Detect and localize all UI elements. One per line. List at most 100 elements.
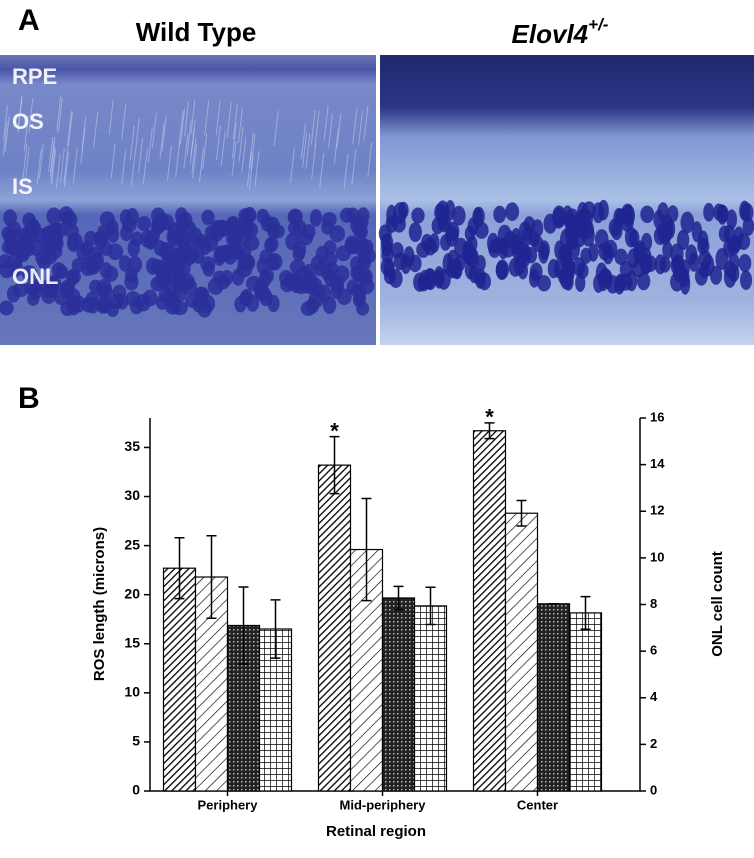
nucleus xyxy=(166,228,180,245)
segment-streak xyxy=(215,125,221,161)
segment-streak xyxy=(4,116,10,152)
nucleus xyxy=(200,294,216,313)
nucleus xyxy=(680,211,695,234)
error-bar xyxy=(270,599,281,659)
segment-streak xyxy=(50,136,56,173)
nucleus xyxy=(260,214,273,232)
nucleus xyxy=(99,211,115,228)
nucleus xyxy=(0,300,14,316)
nucleus xyxy=(47,243,63,259)
nucleus xyxy=(518,221,533,242)
segment-streak xyxy=(151,112,157,148)
nucleus xyxy=(495,259,509,280)
nucleus xyxy=(234,228,251,245)
nucleus xyxy=(462,244,473,265)
error-bar xyxy=(393,585,404,611)
bar xyxy=(317,464,352,792)
segment-streak xyxy=(23,115,29,151)
nucleus xyxy=(582,201,596,220)
nucleus xyxy=(234,295,247,313)
segment-streak xyxy=(198,146,204,183)
y2-tick-label: 0 xyxy=(650,782,657,797)
nucleus xyxy=(97,283,113,300)
segment-streak xyxy=(190,120,196,156)
nuclei xyxy=(0,95,754,318)
nucleus xyxy=(357,256,371,272)
nucleus xyxy=(411,207,425,224)
nucleus xyxy=(24,280,40,296)
nucleus xyxy=(146,257,160,275)
nucleus xyxy=(560,270,573,290)
x-tick-label: Periphery xyxy=(198,797,259,812)
nucleus xyxy=(125,208,139,226)
nucleus xyxy=(487,232,500,254)
segment-streak xyxy=(59,148,65,184)
nucleus xyxy=(220,270,234,286)
nucleus xyxy=(667,205,679,223)
nucleus xyxy=(449,258,462,279)
nucleus xyxy=(7,253,23,269)
nucleus xyxy=(408,222,422,242)
nucleus xyxy=(137,216,152,232)
nucleus xyxy=(475,254,486,272)
nucleus xyxy=(383,268,396,285)
nucleus xyxy=(30,239,43,257)
nucleus xyxy=(547,258,560,279)
nucleus xyxy=(265,236,279,252)
significance-marker: * xyxy=(485,405,494,430)
segment-streak xyxy=(237,108,243,144)
panel-label: A xyxy=(18,4,40,37)
nucleus xyxy=(740,270,753,290)
nucleus xyxy=(353,287,366,305)
bar xyxy=(536,603,571,792)
y2-tick-label: 2 xyxy=(650,736,657,751)
segment-streak xyxy=(64,151,70,187)
layer-label: RPE xyxy=(12,64,57,89)
nucleus xyxy=(303,271,318,289)
nucleus xyxy=(310,255,327,271)
nucleus xyxy=(161,243,178,262)
nucleus xyxy=(290,276,303,294)
nucleus xyxy=(130,231,144,247)
nucleus xyxy=(580,247,592,264)
nucleus xyxy=(279,269,294,287)
nucleus xyxy=(521,245,532,263)
nucleus xyxy=(381,246,394,264)
nucleus xyxy=(293,240,307,259)
nucleus xyxy=(124,273,139,291)
segment-streak xyxy=(121,149,127,185)
bar xyxy=(568,612,603,792)
nucleus xyxy=(628,229,640,248)
title-right-text: Elovl4 xyxy=(512,19,589,49)
segment-streak xyxy=(121,103,127,139)
nucleus xyxy=(313,284,326,299)
segment-streak xyxy=(333,128,339,164)
nucleus xyxy=(129,297,144,315)
segment-streak xyxy=(300,123,306,160)
segment-streak xyxy=(215,100,221,136)
segment-streak xyxy=(67,110,73,147)
segment-streak xyxy=(273,110,279,146)
segment-streak xyxy=(63,147,69,184)
nucleus xyxy=(528,268,540,288)
nucleus xyxy=(344,238,360,255)
nucleus xyxy=(576,262,589,279)
nucleus xyxy=(54,289,68,306)
y-tick-label: 15 xyxy=(124,634,140,650)
error-bar xyxy=(238,586,249,665)
nucleus xyxy=(478,272,492,291)
nucleus xyxy=(445,199,456,221)
nucleus xyxy=(452,205,466,226)
nucleus xyxy=(393,202,407,225)
nucleus xyxy=(468,266,480,284)
nucleus xyxy=(49,222,63,239)
y-tick-label: 25 xyxy=(124,536,140,552)
segment-streak xyxy=(226,102,232,138)
nucleus xyxy=(254,284,267,301)
x-axis-label: Retinal region xyxy=(326,823,426,840)
segment-streak xyxy=(367,142,373,178)
y2-tick-label: 12 xyxy=(650,503,664,518)
segment-streak xyxy=(323,105,329,141)
nucleus xyxy=(143,233,158,248)
nucleus xyxy=(55,264,69,279)
